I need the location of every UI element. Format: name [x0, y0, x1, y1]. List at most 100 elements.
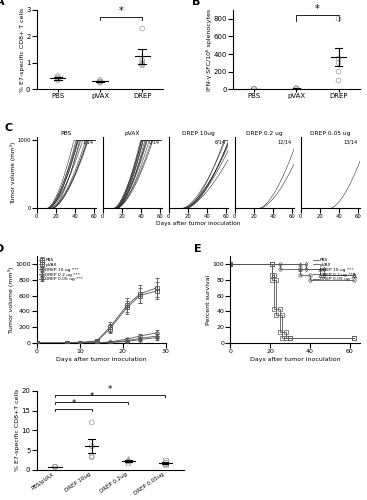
DREP 0.05 ug ***	[228, 261, 233, 267]
pVAX	[270, 261, 275, 267]
Point	[293, 85, 299, 93]
Point	[97, 76, 103, 84]
PBS	[272, 272, 276, 278]
DREP 10 ug ***	[278, 261, 282, 267]
DREP 0.05 ug ***	[304, 266, 308, 272]
Point	[139, 24, 145, 32]
Title: pVAX: pVAX	[124, 131, 140, 136]
Legend: PBS, pVAX, DREP 10 ug ***, DREP 0.2 ug ***, DREP 0.05 ug ***: PBS, pVAX, DREP 10 ug ***, DREP 0.2 ug *…	[39, 258, 83, 281]
Point	[126, 459, 131, 467]
PBS	[270, 261, 275, 267]
Y-axis label: Percent survival: Percent survival	[206, 274, 211, 324]
pVAX	[270, 278, 275, 283]
Line: DREP 10 ug ***: DREP 10 ug ***	[230, 264, 354, 280]
Point	[251, 85, 257, 93]
Y-axis label: IFN-γ SFC/10⁶ splenocytes: IFN-γ SFC/10⁶ splenocytes	[206, 8, 212, 90]
pVAX	[228, 261, 233, 267]
Point	[52, 463, 58, 471]
Point	[335, 68, 341, 76]
Point	[162, 458, 168, 466]
Point	[293, 84, 299, 92]
Text: 13/14: 13/14	[344, 139, 358, 144]
Line: PBS: PBS	[230, 264, 354, 338]
Point	[293, 84, 299, 92]
Text: *: *	[119, 6, 124, 16]
Text: *: *	[90, 392, 94, 402]
Point	[89, 452, 95, 460]
X-axis label: Days after tumor inoculation: Days after tumor inoculation	[56, 357, 146, 362]
Point	[55, 76, 61, 84]
PBS	[284, 334, 288, 340]
Y-axis label: Tumor volume (mm³): Tumor volume (mm³)	[8, 266, 14, 332]
Y-axis label: % E7-specific CD8+ T cells: % E7-specific CD8+ T cells	[19, 8, 25, 92]
DREP 0.2 ug ***	[318, 266, 322, 272]
PBS	[270, 272, 275, 278]
Point	[335, 54, 341, 62]
DREP 10 ug ***	[298, 272, 302, 278]
pVAX	[352, 334, 356, 340]
X-axis label: Days after tumor inoculation: Days after tumor inoculation	[250, 357, 340, 362]
Text: D: D	[0, 244, 5, 254]
X-axis label: Days after tumor inoculation: Days after tumor inoculation	[156, 221, 240, 226]
Point	[89, 442, 95, 450]
Point	[97, 78, 103, 86]
Point	[52, 463, 58, 471]
Title: DREP 0.05 ug: DREP 0.05 ug	[310, 131, 350, 136]
pVAX	[274, 278, 279, 283]
Point	[335, 15, 341, 23]
pVAX	[274, 312, 279, 318]
Text: B: B	[192, 0, 201, 7]
Point	[251, 84, 257, 92]
Text: 12/14: 12/14	[278, 139, 292, 144]
DREP 0.2 ug ***	[298, 266, 302, 272]
Line: DREP 0.2 ug ***: DREP 0.2 ug ***	[230, 264, 354, 275]
DREP 10 ug ***	[278, 266, 282, 272]
PBS	[278, 329, 282, 335]
DREP 0.05 ug ***	[304, 261, 308, 267]
PBS	[228, 261, 233, 267]
Point	[139, 56, 145, 64]
Point	[97, 78, 103, 86]
Y-axis label: Tumor volume (mm³): Tumor volume (mm³)	[10, 142, 16, 204]
Line: DREP 0.05 ug ***: DREP 0.05 ug ***	[230, 264, 354, 275]
Point	[89, 418, 95, 426]
Point	[335, 59, 341, 67]
Point	[251, 85, 257, 93]
Point	[55, 74, 61, 82]
pVAX	[288, 334, 292, 340]
pVAX	[288, 334, 292, 340]
PBS	[352, 334, 356, 340]
DREP 0.05 ug ***	[352, 272, 356, 278]
Y-axis label: % E7-specific CD8+T cells: % E7-specific CD8+T cells	[15, 389, 20, 471]
DREP 0.05 ug ***	[322, 266, 326, 272]
pVAX	[280, 334, 284, 340]
Point	[293, 84, 299, 92]
DREP 10 ug ***	[228, 261, 233, 267]
Text: 1/14: 1/14	[83, 139, 94, 144]
Legend: PBS, pVAX, DREP 10 ug ***, DREP 0.2 ug ***, DREP 0.05 ug ***: PBS, pVAX, DREP 10 ug ***, DREP 0.2 ug *…	[313, 258, 357, 281]
Point	[162, 459, 168, 467]
Point	[335, 76, 341, 84]
Point	[126, 456, 131, 464]
Point	[139, 62, 145, 70]
Point	[55, 72, 61, 80]
Text: C: C	[4, 123, 12, 133]
Text: 6/14: 6/14	[215, 139, 226, 144]
DREP 0.2 ug ***	[228, 261, 233, 267]
Point	[139, 60, 145, 68]
Point	[162, 456, 168, 464]
Text: A: A	[0, 0, 5, 7]
DREP 0.2 ug ***	[352, 272, 356, 278]
DREP 10 ug ***	[352, 278, 356, 283]
Text: *: *	[315, 4, 320, 14]
Title: PBS: PBS	[61, 131, 72, 136]
Text: 0/14: 0/14	[149, 139, 160, 144]
DREP 10 ug ***	[308, 272, 312, 278]
Title: DREP 0.2 ug: DREP 0.2 ug	[246, 131, 283, 136]
DREP 0.2 ug ***	[318, 272, 322, 278]
Line: pVAX: pVAX	[230, 264, 354, 338]
Point	[97, 78, 103, 86]
PBS	[284, 329, 288, 335]
Point	[55, 74, 61, 82]
Text: E: E	[194, 244, 202, 254]
